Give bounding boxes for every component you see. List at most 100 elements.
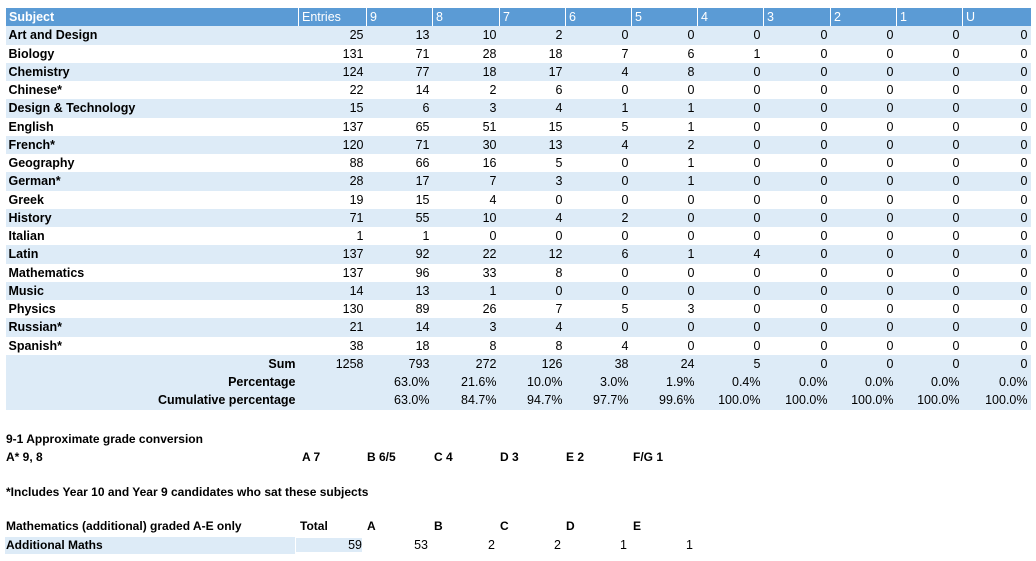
- value-cell: 0: [763, 336, 831, 355]
- table-row: Chemistry 124 77 18 17 4 8 0 0 0 0 0: [5, 62, 1031, 81]
- value-cell: 0: [631, 190, 698, 209]
- value-cell: 0: [896, 44, 963, 63]
- value-cell: 16: [432, 154, 500, 173]
- value-cell: 10: [432, 26, 500, 45]
- value-cell: 130: [298, 300, 367, 319]
- column-header: 1: [896, 8, 963, 27]
- value-cell: 5: [565, 300, 632, 319]
- value-cell: 0: [896, 190, 963, 209]
- value-cell: 0: [830, 172, 897, 191]
- value-cell: 0: [763, 318, 831, 337]
- value-cell: 21.6%: [432, 373, 500, 392]
- value-cell: 100.0%: [763, 391, 831, 410]
- value-cell: 0: [896, 117, 963, 136]
- value-cell: 89: [366, 300, 433, 319]
- value-cell: 0: [896, 26, 963, 45]
- value-cell: 28: [432, 44, 500, 63]
- column-header: 4: [697, 8, 764, 27]
- value-cell: 63.0%: [366, 373, 433, 392]
- value-cell: 100.0%: [896, 391, 963, 410]
- value-cell: 0: [763, 263, 831, 282]
- value-cell: 22: [432, 245, 500, 264]
- table-row: Italian 1 1 0 0 0 0 0 0 0 0 0: [5, 227, 1031, 246]
- value-cell: 18: [366, 336, 433, 355]
- subject-cell: Chemistry: [5, 62, 299, 81]
- additional-maths-header: B: [434, 519, 443, 533]
- value-cell: 18: [432, 62, 500, 81]
- subject-cell: Geography: [5, 154, 299, 173]
- value-cell: 8: [499, 336, 566, 355]
- value-cell: 0: [896, 135, 963, 154]
- value-cell: 1258: [298, 354, 367, 373]
- value-cell: 6: [366, 99, 433, 118]
- value-cell: 0: [697, 62, 764, 81]
- table-row: Music 14 13 1 0 0 0 0 0 0 0 0: [5, 281, 1031, 300]
- subject-cell: Chinese*: [5, 81, 299, 100]
- value-cell: 3.0%: [565, 373, 632, 392]
- value-cell: 94.7%: [499, 391, 566, 410]
- value-cell: 793: [366, 354, 433, 373]
- subject-cell: Art and Design: [5, 26, 299, 45]
- value-cell: 97.7%: [565, 391, 632, 410]
- footnote: *Includes Year 10 and Year 9 candidates …: [6, 485, 369, 499]
- value-cell: 13: [499, 135, 566, 154]
- value-cell: 0: [896, 263, 963, 282]
- value-cell: 18: [499, 44, 566, 63]
- value-cell: 38: [565, 354, 632, 373]
- value-cell: 7: [432, 172, 500, 191]
- value-cell: 0: [830, 62, 897, 81]
- additional-maths-header: D: [566, 519, 575, 533]
- value-cell: 0: [697, 263, 764, 282]
- value-cell: 13: [366, 26, 433, 45]
- value-cell: 0: [499, 281, 566, 300]
- value-cell: 6: [565, 245, 632, 264]
- value-cell: 126: [499, 354, 566, 373]
- table-row: German* 28 17 7 3 0 1 0 0 0 0 0: [5, 172, 1031, 191]
- value-cell: 84.7%: [432, 391, 500, 410]
- value-cell: 1: [631, 99, 698, 118]
- value-cell: 137: [298, 263, 367, 282]
- value-cell: 0: [962, 62, 1031, 81]
- value-cell: 0: [962, 81, 1031, 100]
- column-header: 6: [565, 8, 632, 27]
- value-cell: 0: [962, 190, 1031, 209]
- value-cell: 0: [830, 44, 897, 63]
- value-cell: 0: [565, 318, 632, 337]
- value-cell: 0: [565, 190, 632, 209]
- value-cell: 1: [432, 281, 500, 300]
- sum-row-label: Sum: [5, 354, 299, 373]
- value-cell: 1: [298, 227, 367, 246]
- value-cell: 0: [763, 300, 831, 319]
- value-cell: 1: [366, 227, 433, 246]
- column-header: U: [962, 8, 1031, 27]
- results-table: Subject Entries 9 8 7 6 5 4 3 2 1 U Art and Design 25…: [5, 8, 1031, 410]
- value-cell: 131: [298, 44, 367, 63]
- subject-cell: Russian*: [5, 318, 299, 337]
- value-cell: 0: [830, 245, 897, 264]
- value-cell: 100.0%: [962, 391, 1031, 410]
- subject-cell: Italian: [5, 227, 299, 246]
- value-cell: 4: [499, 208, 566, 227]
- value-cell: 5: [565, 117, 632, 136]
- value-cell: 33: [432, 263, 500, 282]
- additional-maths-row-band: [5, 537, 295, 554]
- conversion-item: B 6/5: [367, 450, 396, 464]
- value-cell: 66: [366, 154, 433, 173]
- value-cell: 0: [830, 190, 897, 209]
- conversion-item: A* 9, 8: [6, 450, 43, 464]
- column-header: 3: [763, 8, 831, 27]
- value-cell: 0: [763, 281, 831, 300]
- value-cell: 4: [432, 190, 500, 209]
- value-cell: 14: [366, 318, 433, 337]
- value-cell: 0: [763, 154, 831, 173]
- value-cell: 0: [631, 26, 698, 45]
- additional-maths-header: Total: [300, 519, 328, 533]
- value-cell: 8: [499, 263, 566, 282]
- value-cell: 0: [896, 99, 963, 118]
- value-cell: 0: [763, 227, 831, 246]
- subject-cell: Latin: [5, 245, 299, 264]
- value-cell: 38: [298, 336, 367, 355]
- value-cell: 15: [499, 117, 566, 136]
- value-cell: 0: [896, 281, 963, 300]
- value-cell: 0: [697, 26, 764, 45]
